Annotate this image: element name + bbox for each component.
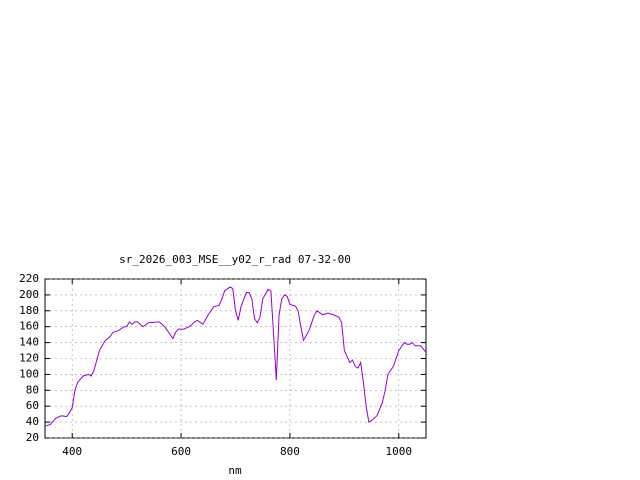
x-tick-label: 400 [62,445,82,458]
x-axis-label: nm [228,464,242,477]
y-tick-label: 60 [26,399,39,412]
y-tick-label: 140 [19,336,39,349]
x-tick-label: 1000 [386,445,413,458]
x-tick-label: 600 [171,445,191,458]
y-tick-label: 100 [19,367,39,380]
y-tick-label: 80 [26,383,39,396]
x-tick-label: 800 [280,445,300,458]
y-tick-label: 220 [19,272,39,285]
y-tick-label: 200 [19,288,39,301]
y-tick-label: 20 [26,431,39,444]
data-line [44,286,427,427]
y-tick-label: 120 [19,352,39,365]
y-tick-label: 160 [19,320,39,333]
chart-title: sr_2026_003_MSE__y02_r_rad 07-32-00 [119,253,351,266]
y-tick-label: 40 [26,415,39,428]
y-tick-label: 180 [19,304,39,317]
